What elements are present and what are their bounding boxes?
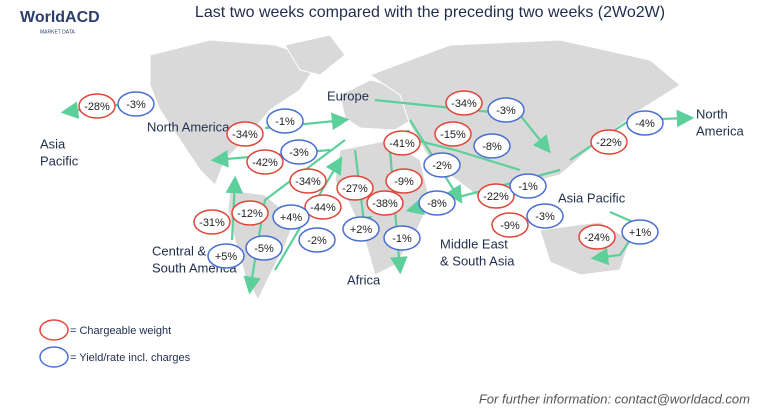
badge-value: -22% (596, 137, 622, 149)
badge-ring (526, 203, 564, 229)
badge-value: -44% (310, 202, 336, 214)
badge-value: -1% (275, 116, 295, 128)
badge-ring (445, 90, 483, 116)
legend-blue-swatch (39, 346, 69, 368)
badge-ring (621, 219, 659, 245)
badge-value: -34% (232, 129, 258, 141)
badge-ring (298, 227, 336, 253)
badge-ring (117, 91, 155, 117)
badge-value: -28% (84, 101, 110, 113)
badge-ring (477, 183, 515, 209)
region-label: Africa (347, 272, 381, 287)
badge-value: -34% (295, 176, 321, 188)
badge-ring (590, 129, 628, 155)
badge-value: -42% (252, 157, 278, 169)
badge-ring (231, 200, 269, 226)
badge-ring (246, 149, 284, 175)
badge-ring (383, 225, 421, 251)
badge-ring (385, 168, 423, 194)
badge-value: -4% (635, 118, 655, 130)
badge-value: -15% (440, 129, 466, 141)
badge-ring (434, 121, 472, 147)
region-label: & South Asia (440, 253, 515, 268)
badge-ring (304, 194, 342, 220)
legend-item: = Yield/rate incl. charges (70, 352, 191, 364)
badge-value: -9% (500, 220, 520, 232)
badge-value: -3% (496, 105, 516, 117)
badge-ring (193, 209, 231, 235)
badge-ring (487, 97, 525, 123)
title: Last two weeks compared with the precedi… (195, 4, 665, 21)
badge-ring (207, 243, 245, 269)
badge-ring (226, 121, 264, 147)
badge-value: -1% (392, 233, 412, 245)
region-label: North America (147, 119, 230, 134)
badge-ring (473, 133, 511, 159)
badge-value: -8% (482, 141, 502, 153)
badge-ring (266, 108, 304, 134)
badge-value: -22% (483, 191, 509, 203)
badge-value: -1% (518, 181, 538, 193)
badge-value: +1% (629, 227, 652, 239)
region-label: Central & (152, 243, 207, 258)
badge-ring (342, 216, 380, 242)
badge-value: -41% (389, 138, 415, 150)
badge-value: -8% (427, 198, 447, 210)
badge-ring (491, 212, 529, 238)
badge-value: -3% (535, 211, 555, 223)
region-label: Middle East (440, 236, 508, 251)
badge-value: +4% (280, 212, 303, 224)
region-label: Asia Pacific (558, 190, 626, 205)
badge-ring (280, 139, 318, 165)
badge-value: -2% (432, 160, 452, 172)
region-label: America (696, 123, 744, 138)
badge-value: +2% (350, 224, 373, 236)
badge-value: -24% (584, 232, 610, 244)
logo-tagline: MARKET DATA (40, 29, 75, 35)
badge-ring (578, 224, 616, 250)
badge-value: -12% (237, 208, 263, 220)
badge-ring (418, 190, 456, 216)
logo-name: WorldACD (20, 9, 100, 26)
badge-ring (78, 93, 116, 119)
badge-value: -5% (254, 243, 274, 255)
badge-value: -27% (342, 183, 368, 195)
badge-value: -38% (372, 198, 398, 210)
badge-ring (366, 190, 404, 216)
badge-ring (383, 130, 421, 156)
footer: For further information: contact@worldac… (479, 391, 750, 406)
legend-item: = Chargeable weight (70, 325, 171, 337)
badge-value: -2% (307, 235, 327, 247)
region-label: North (696, 106, 728, 121)
badge-value: -9% (394, 176, 414, 188)
badge-value: -3% (126, 99, 146, 111)
badge-ring (626, 110, 664, 136)
badge-value: -3% (289, 147, 309, 159)
badge-value: +5% (215, 251, 238, 263)
badge-ring (509, 173, 547, 199)
region-label: Pacific (40, 153, 79, 168)
region-label: Europe (327, 88, 369, 103)
region-label: Asia (40, 136, 66, 151)
badge-value: -31% (199, 217, 225, 229)
badge-ring (336, 175, 374, 201)
badge-ring (289, 168, 327, 194)
badge-ring (272, 204, 310, 230)
badge-ring (423, 152, 461, 178)
badge-value: -34% (451, 98, 477, 110)
badge-ring (245, 235, 283, 261)
legend-red-swatch (39, 319, 69, 341)
